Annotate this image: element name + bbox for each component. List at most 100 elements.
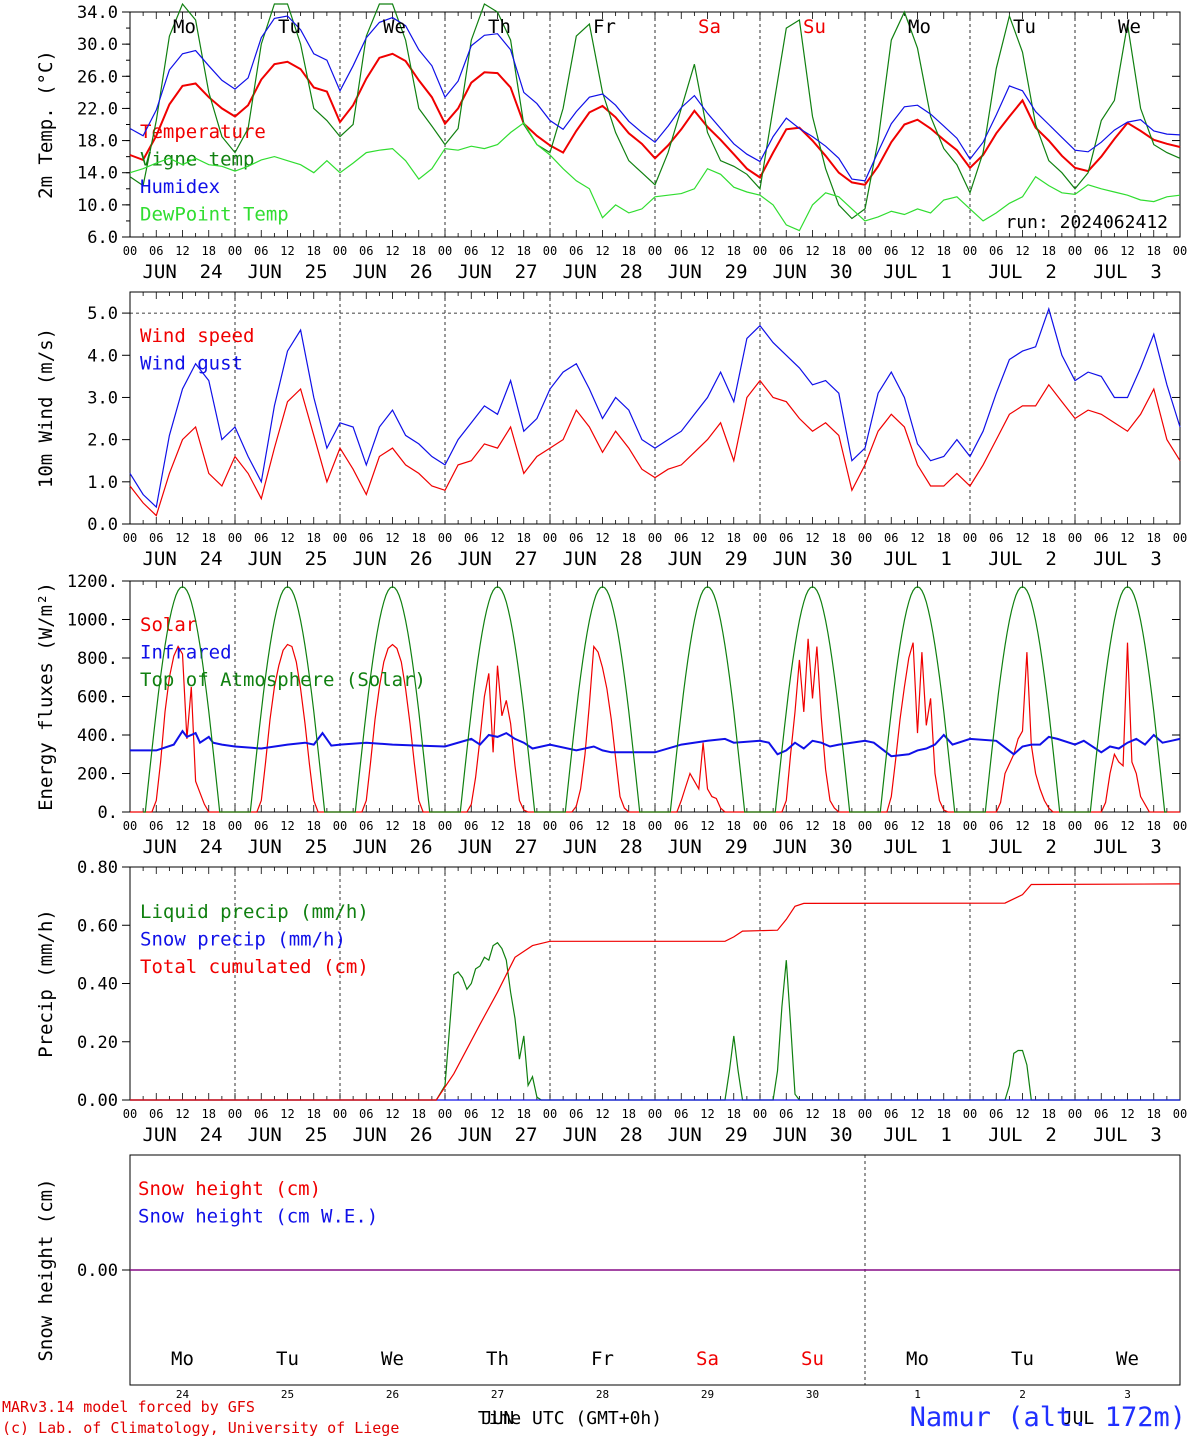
hour-tick-label: 00 bbox=[1173, 819, 1187, 833]
date-label: JUL 2 bbox=[988, 261, 1057, 283]
hour-tick-label: 12 bbox=[1120, 244, 1134, 258]
hour-tick-label: 12 bbox=[595, 244, 609, 258]
date-label: JUN 27 bbox=[457, 548, 537, 570]
day-abbr-label: We bbox=[1116, 1348, 1139, 1370]
y-tick-label: 10.0 bbox=[77, 196, 118, 216]
y-tick-label: 600. bbox=[77, 688, 118, 708]
hour-tick-label: 12 bbox=[490, 244, 504, 258]
hour-tick-label: 12 bbox=[1015, 244, 1029, 258]
day-abbr-label: Su bbox=[803, 16, 826, 38]
hour-tick-label: 00 bbox=[858, 531, 872, 545]
hour-tick-label: 00 bbox=[543, 531, 557, 545]
hour-tick-label: 18 bbox=[412, 244, 426, 258]
hour-tick-label: 18 bbox=[202, 819, 216, 833]
hour-tick-label: 00 bbox=[858, 1107, 872, 1121]
date-label: JUL 3 bbox=[1093, 836, 1162, 858]
hour-tick-label: 12 bbox=[175, 1107, 189, 1121]
hour-tick-label: 12 bbox=[1015, 1107, 1029, 1121]
hour-tick-label: 12 bbox=[700, 531, 714, 545]
y-tick-label: 30.0 bbox=[77, 35, 118, 55]
y-tick-label: 800. bbox=[77, 649, 118, 669]
hour-tick-label: 00 bbox=[438, 819, 452, 833]
day-abbr-label: We bbox=[381, 1348, 404, 1370]
y-tick-label: 0.00 bbox=[77, 1091, 118, 1111]
day-abbr-label: Tu bbox=[276, 1348, 299, 1370]
hour-tick-label: 00 bbox=[963, 244, 977, 258]
date-label: JUL 3 bbox=[1093, 1124, 1162, 1146]
hour-tick-label: 00 bbox=[963, 531, 977, 545]
hour-tick-label: 06 bbox=[884, 531, 898, 545]
hour-tick-label: 06 bbox=[884, 244, 898, 258]
hour-tick-label: 00 bbox=[1068, 531, 1082, 545]
day-number-label: 29 bbox=[701, 1388, 714, 1401]
date-label: JUN 30 bbox=[772, 836, 852, 858]
station-label: Namur (alt. 172m) bbox=[909, 1402, 1186, 1433]
hour-tick-label: 06 bbox=[884, 1107, 898, 1121]
date-label: JUL 1 bbox=[883, 548, 952, 570]
hour-tick-label: 12 bbox=[700, 819, 714, 833]
y-tick-label: 1.0 bbox=[87, 473, 118, 493]
legend-entry: Snow precip (mm/h) bbox=[140, 929, 346, 951]
date-label: JUN 27 bbox=[457, 261, 537, 283]
hour-tick-label: 06 bbox=[254, 244, 268, 258]
hour-tick-label: 12 bbox=[385, 1107, 399, 1121]
y-tick-label: 4.0 bbox=[87, 346, 118, 366]
legend-entry: Wind gust bbox=[140, 353, 243, 375]
y-axis-label: Precip (mm/h) bbox=[35, 909, 57, 1058]
date-label: JUN 25 bbox=[247, 836, 327, 858]
hour-tick-label: 00 bbox=[963, 1107, 977, 1121]
day-abbr-label: Tu bbox=[1011, 1348, 1034, 1370]
date-label: JUN 27 bbox=[457, 836, 537, 858]
date-label: JUL 2 bbox=[988, 836, 1057, 858]
hour-tick-label: 18 bbox=[412, 819, 426, 833]
hour-tick-label: 06 bbox=[779, 1107, 793, 1121]
hour-tick-label: 12 bbox=[1015, 819, 1029, 833]
month-label-jun: JUN bbox=[482, 1408, 515, 1429]
date-label: JUN 24 bbox=[142, 1124, 222, 1146]
hour-tick-label: 18 bbox=[307, 819, 321, 833]
hour-tick-label: 18 bbox=[1147, 819, 1161, 833]
hour-tick-label: 00 bbox=[123, 531, 137, 545]
hour-tick-label: 00 bbox=[123, 244, 137, 258]
hour-tick-label: 12 bbox=[595, 531, 609, 545]
hour-tick-label: 06 bbox=[149, 1107, 163, 1121]
hour-tick-label: 00 bbox=[333, 244, 347, 258]
date-label: JUN 29 bbox=[667, 1124, 747, 1146]
hour-tick-label: 18 bbox=[202, 244, 216, 258]
hour-tick-label: 18 bbox=[517, 819, 531, 833]
run-label: run: 2024062412 bbox=[1005, 212, 1168, 233]
hour-tick-label: 06 bbox=[149, 819, 163, 833]
hour-tick-label: 00 bbox=[333, 531, 347, 545]
hour-tick-label: 18 bbox=[1147, 531, 1161, 545]
day-abbr-label: Sa bbox=[696, 1348, 719, 1370]
hour-tick-label: 18 bbox=[832, 1107, 846, 1121]
series-line-wind-1 bbox=[129, 306, 1181, 509]
series-line-temp-2 bbox=[129, 15, 1181, 182]
hour-tick-label: 12 bbox=[280, 819, 294, 833]
hour-tick-label: 12 bbox=[385, 819, 399, 833]
hour-tick-label: 18 bbox=[727, 1107, 741, 1121]
hour-tick-label: 12 bbox=[280, 1107, 294, 1121]
date-label: JUN 26 bbox=[352, 261, 432, 283]
hour-tick-label: 18 bbox=[1147, 244, 1161, 258]
legend-entry: Humidex bbox=[140, 176, 220, 198]
date-label: JUL 1 bbox=[883, 836, 952, 858]
hour-tick-label: 12 bbox=[910, 244, 924, 258]
hour-tick-label: 12 bbox=[490, 1107, 504, 1121]
legend-entry: Total cumulated (cm) bbox=[140, 956, 369, 978]
hour-tick-label: 00 bbox=[648, 1107, 662, 1121]
hour-tick-label: 06 bbox=[779, 244, 793, 258]
hour-tick-label: 06 bbox=[359, 531, 373, 545]
y-axis-label: Snow height (cm) bbox=[35, 1178, 57, 1361]
date-label: JUL 3 bbox=[1093, 548, 1162, 570]
hour-tick-label: 00 bbox=[1068, 819, 1082, 833]
hour-tick-label: 12 bbox=[910, 1107, 924, 1121]
hour-tick-label: 00 bbox=[123, 819, 137, 833]
hour-tick-label: 18 bbox=[517, 1107, 531, 1121]
hour-tick-label: 18 bbox=[412, 1107, 426, 1121]
date-label: JUN 24 bbox=[142, 261, 222, 283]
hour-tick-label: 06 bbox=[989, 1107, 1003, 1121]
hour-tick-label: 18 bbox=[937, 1107, 951, 1121]
hour-tick-label: 06 bbox=[359, 819, 373, 833]
